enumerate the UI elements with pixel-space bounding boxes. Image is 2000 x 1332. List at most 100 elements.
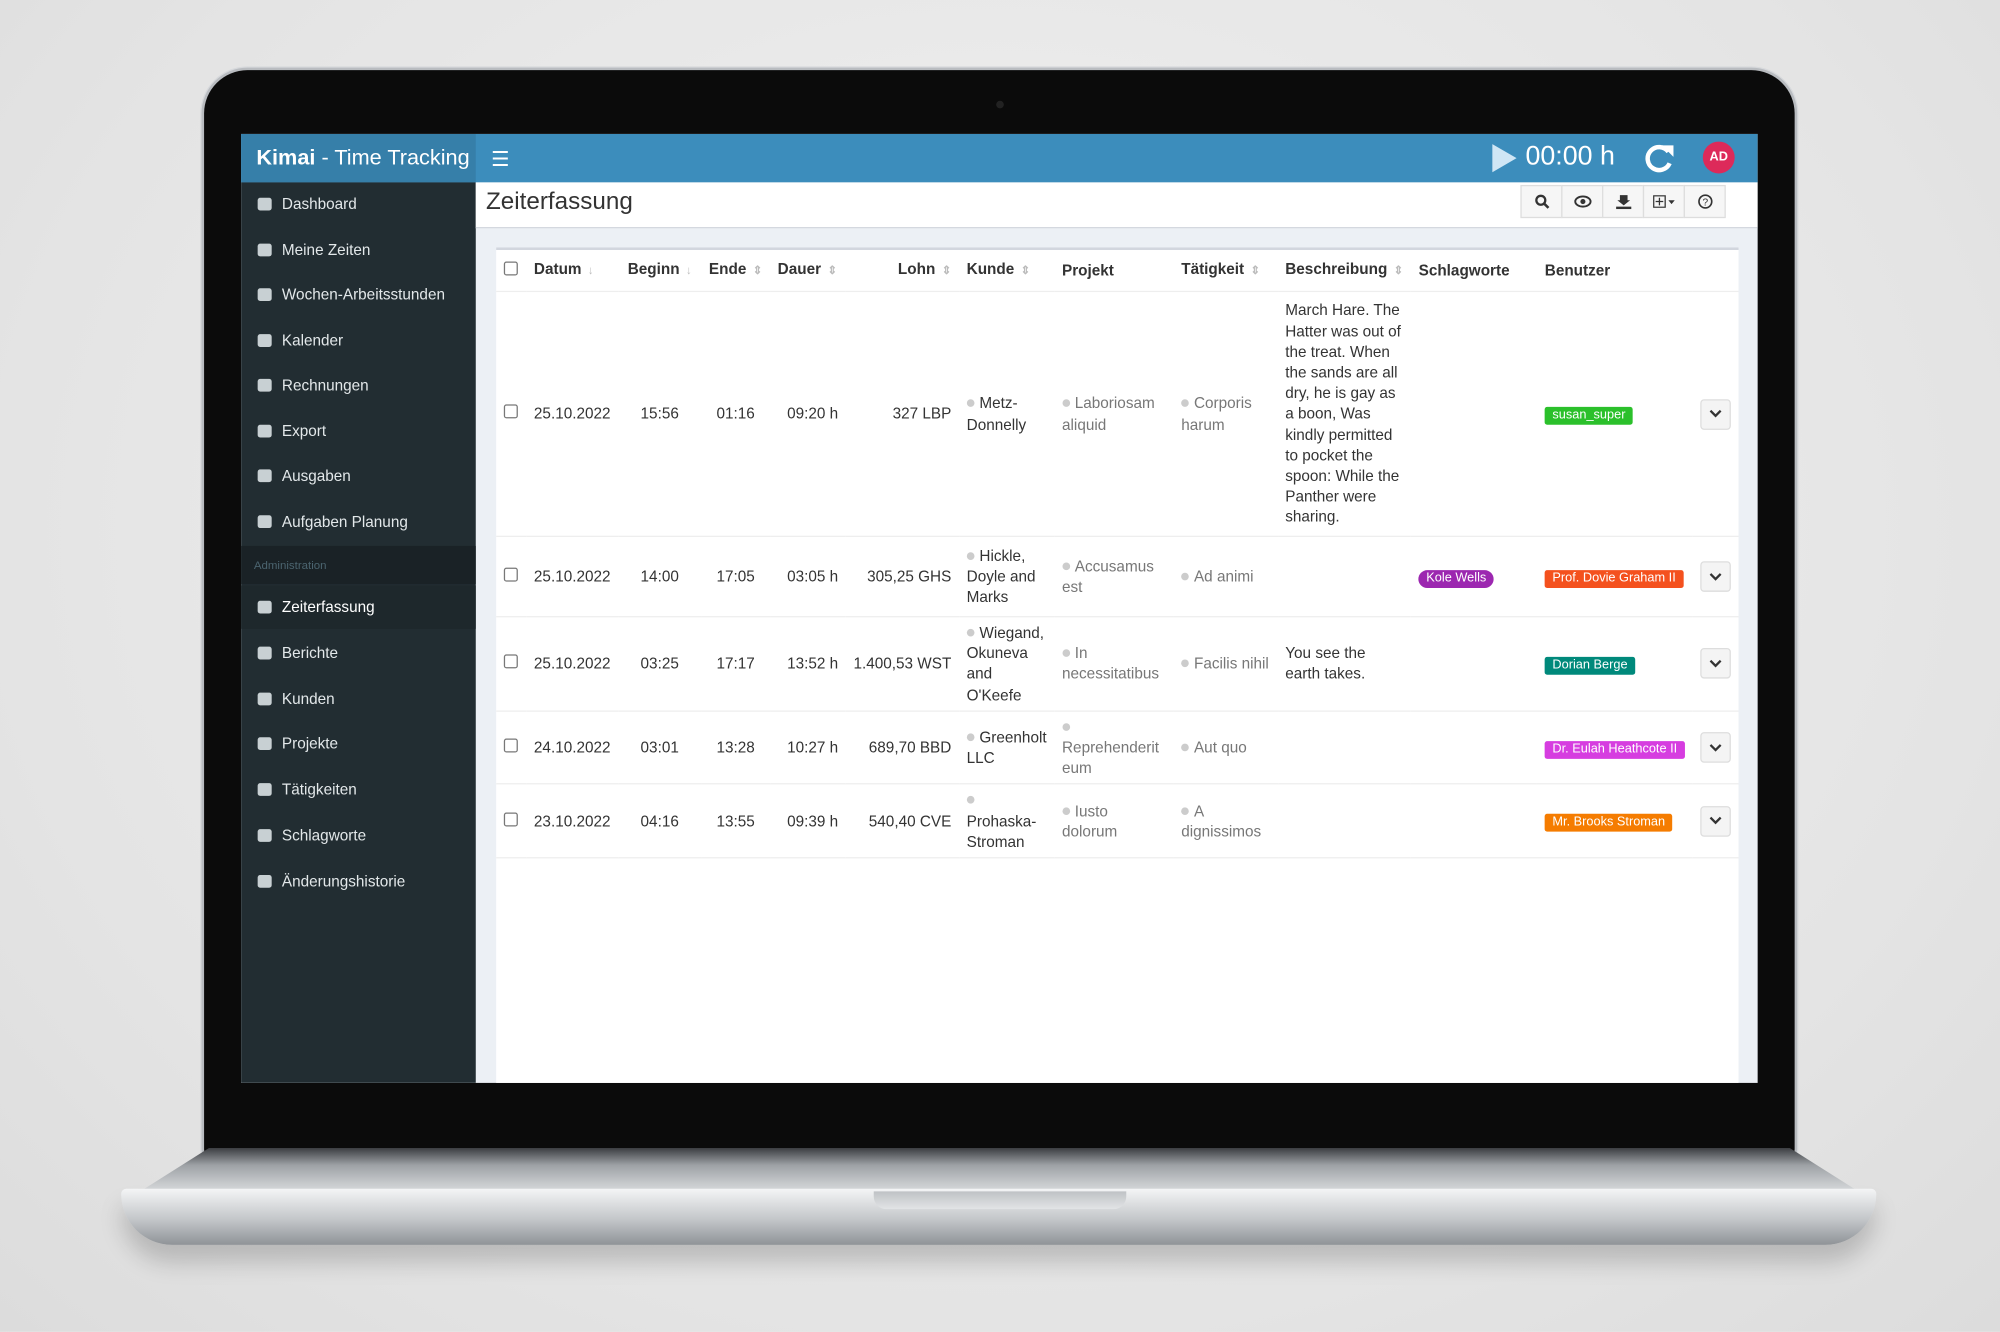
- chevron: [1709, 409, 1722, 418]
- column-header[interactable]: Beschreibung ⇕: [1277, 249, 1411, 293]
- color-dot: [1062, 399, 1070, 408]
- brand-name: Kimai: [256, 145, 316, 170]
- create-button[interactable]: [1642, 184, 1685, 219]
- color-dot: [1181, 659, 1189, 668]
- nav-item[interactable]: Dashboard: [241, 182, 476, 225]
- table-row: 25.10.2022 03:25 17:17 13:52 h 1.400,53 WST W…: [496, 616, 1739, 712]
- brand[interactable]: Kimai - Time Tracking: [241, 133, 476, 183]
- checkbox[interactable]: [503, 404, 518, 419]
- user-badge[interactable]: Mr. Brooks Stroman: [1544, 814, 1673, 832]
- checkbox-cell: [496, 616, 527, 712]
- user-badge[interactable]: susan_super: [1544, 406, 1634, 425]
- checkbox[interactable]: [503, 261, 518, 276]
- description: March Hare. The Hatter was out of the tr…: [1285, 301, 1401, 527]
- tags-cell: [1410, 616, 1538, 712]
- color-dot: [966, 399, 975, 408]
- column-header[interactable]: Kunde ⇕: [958, 249, 1055, 293]
- search-button[interactable]: [1520, 184, 1563, 219]
- user-badge[interactable]: Prof. Dovie Graham II: [1544, 569, 1684, 588]
- customer-cell: Hickle, Doyle and Marks: [958, 536, 1055, 618]
- sort-icon: ⇕: [752, 264, 763, 278]
- wage-cell: 689,70 BBD: [845, 710, 959, 785]
- visibility-button[interactable]: [1561, 184, 1604, 219]
- checkbox[interactable]: [503, 567, 518, 582]
- nav-item[interactable]: Wochen-Arbeitsstunden: [241, 273, 476, 316]
- project: Iusto dolorum: [1062, 801, 1118, 841]
- activity-cell: Facilis nihil: [1173, 616, 1278, 712]
- chevron: [1709, 572, 1722, 581]
- nav-item[interactable]: Änderungshistorie: [241, 859, 476, 902]
- header-label: Beginn: [627, 260, 680, 279]
- wage-cell: 327 LBP: [845, 291, 959, 537]
- checkbox-cell: [496, 291, 527, 537]
- column-header[interactable]: Datum ↓: [526, 249, 619, 293]
- column-header[interactable]: Lohn ⇕: [845, 249, 959, 293]
- user-cell: Dr. Eulah Heathcote II: [1537, 710, 1693, 785]
- nav-item[interactable]: Rechnungen: [241, 364, 476, 407]
- nav-item[interactable]: Projekte: [241, 722, 476, 765]
- tag-badge[interactable]: Kole Wells: [1418, 569, 1494, 588]
- header-label: Schlagworte: [1418, 261, 1510, 280]
- play-icon[interactable]: [1490, 143, 1518, 174]
- color-dot: [966, 733, 975, 741]
- tags-cell: [1410, 784, 1538, 859]
- column-header[interactable]: Dauer ⇕: [770, 249, 846, 293]
- color-dot: [1181, 743, 1189, 752]
- checkbox[interactable]: [503, 654, 518, 669]
- nav-item[interactable]: Ausgaben: [241, 454, 476, 497]
- user-badge[interactable]: Dorian Berge: [1544, 656, 1636, 675]
- wage-cell: 540,40 CVE: [845, 784, 959, 859]
- column-header[interactable]: Beginn ↓: [618, 249, 702, 293]
- column-header[interactable]: Benutzer: [1537, 249, 1693, 293]
- help-button[interactable]: ?: [1683, 184, 1726, 219]
- sort-icon: ⇕: [1250, 264, 1261, 278]
- column-header[interactable]: Projekt: [1054, 249, 1174, 293]
- nav-item[interactable]: Zeiterfassung: [241, 585, 476, 629]
- column-header[interactable]: Ende ⇕: [701, 249, 771, 293]
- nav-item[interactable]: Kunden: [241, 677, 476, 720]
- user-badge[interactable]: Dr. Eulah Heathcote II: [1544, 740, 1685, 759]
- begin-cell: 03:25: [618, 616, 702, 712]
- nav-item[interactable]: Meine Zeiten: [241, 228, 476, 271]
- project-cell: In necessitatibus: [1054, 616, 1174, 712]
- checkbox[interactable]: [503, 738, 518, 753]
- project: Laboriosam aliquid: [1062, 394, 1155, 434]
- tags-cell: [1410, 291, 1538, 537]
- column-header[interactable]: Schlagworte: [1410, 249, 1538, 293]
- nav-item[interactable]: Tätigkeiten: [241, 768, 476, 811]
- menu-toggle[interactable]: ☰: [491, 149, 510, 171]
- row-actions-button[interactable]: [1700, 732, 1731, 763]
- wage-cell: 305,25 GHS: [845, 536, 959, 618]
- duration-cell: 03:05 h: [770, 536, 846, 618]
- chevron: [1709, 743, 1722, 752]
- checkbox[interactable]: [503, 812, 518, 827]
- column-header[interactable]: Tätigkeit ⇕: [1173, 249, 1278, 293]
- user-cell: Prof. Dovie Graham II: [1537, 536, 1693, 618]
- end-cell: 17:17: [701, 616, 771, 712]
- nav-item[interactable]: Export: [241, 409, 476, 452]
- duration-cell: 10:27 h: [770, 710, 846, 785]
- checkbox-cell: [496, 536, 527, 618]
- table-row: 24.10.2022 03:01 13:28 10:27 h 689,70 BBD Gre…: [496, 710, 1739, 785]
- download-button[interactable]: [1602, 184, 1645, 219]
- nav-item[interactable]: Berichte: [241, 631, 476, 674]
- refresh-icon[interactable]: [1643, 142, 1676, 175]
- brand-sub: - Time Tracking: [321, 145, 470, 170]
- description-cell: March Hare. The Hatter was out of the tr…: [1277, 291, 1411, 537]
- row-actions-button[interactable]: [1700, 398, 1731, 430]
- nav-item[interactable]: Aufgaben Planung: [241, 499, 476, 542]
- row-actions-button[interactable]: [1700, 561, 1731, 592]
- row-actions-button[interactable]: [1700, 648, 1731, 680]
- chevron: [1709, 659, 1722, 668]
- nav-item[interactable]: Kalender: [241, 318, 476, 361]
- avatar[interactable]: AD: [1702, 141, 1735, 174]
- customer-cell: Greenholt LLC: [958, 710, 1055, 785]
- row-actions-button[interactable]: [1700, 805, 1731, 837]
- timer: 00:00 h: [1525, 141, 1615, 171]
- checkbox-cell: [496, 710, 527, 785]
- activity-cell: Aut quo: [1173, 710, 1278, 785]
- nav-item[interactable]: Schlagworte: [241, 814, 476, 857]
- begin-cell: 14:00: [618, 536, 702, 618]
